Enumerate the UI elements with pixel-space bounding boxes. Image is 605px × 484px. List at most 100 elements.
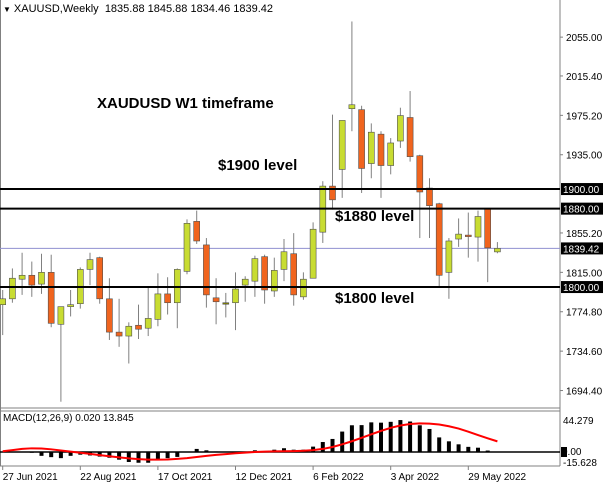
x-tick-label: 12 Dec 2021 [236,472,293,483]
macd-histogram-bar [39,451,44,456]
macd-histogram-bar [58,451,63,459]
macd-histogram-bar [388,421,393,452]
bid-price-tag-bg [561,242,603,255]
candle [0,289,7,336]
y-tick-label: 2015.40 [566,72,603,83]
candle-body [115,331,123,337]
macd-histogram-bar [495,451,500,453]
candle [338,120,346,198]
candle [435,202,443,288]
macd-histogram-bar [107,451,112,458]
macd-histogram-bar [282,448,286,452]
candle-body [270,270,278,292]
candle [232,272,239,331]
candle-body [464,234,472,237]
macd-histogram-bar [446,441,451,452]
candle-body [290,253,298,296]
macd-histogram-bar [320,442,325,452]
candle-body [377,133,385,166]
candle [270,257,278,297]
level-price-tag: 1800.00 [563,283,600,294]
candle-body [416,155,424,193]
x-tick-label: 3 Apr 2022 [391,472,440,483]
dropdown-triangle-icon[interactable]: ▼ [3,5,11,14]
y-tick-label: 2055.00 [566,33,603,44]
candle-body [280,251,288,270]
macd-histogram-bar [427,428,432,452]
candle [47,254,55,328]
macd-label: MACD(12,26,9) 0.020 13.845 [3,413,134,424]
candle-body [183,223,191,272]
annotation-1900: $1900 level [218,157,298,174]
macd-histogram-bar [0,451,5,453]
candle-body [144,318,152,329]
y-tick-label: 1975.20 [566,111,603,122]
y-tick-label: 1694.40 [566,387,603,398]
candle [280,239,288,282]
macd-histogram-bar [379,422,383,452]
macd-histogram-bar [117,451,122,460]
y-tick-label: 1935.00 [566,151,603,162]
candle [144,287,152,337]
candle [183,219,191,275]
macd-histogram-bar [136,451,141,463]
candle [474,210,482,262]
bid-price-tag: 1839.42 [563,244,600,255]
level-price-tag: 1900.00 [563,185,600,196]
candle [174,268,181,329]
candle-body [241,278,249,286]
macd-histogram-bar [175,451,180,457]
candle [212,278,220,325]
candle-body [125,325,133,337]
candle [125,322,133,364]
candle [387,138,395,175]
candle-body [484,208,492,249]
macd-histogram-bar [349,425,354,452]
macd-histogram-bar [49,451,54,458]
x-tick-label: 27 Jun 2021 [3,472,58,483]
candle [367,123,375,179]
candle [18,252,26,295]
candle-body [367,131,375,164]
candle-body [397,115,404,142]
candle [406,91,414,162]
macd-histogram-bar [408,421,413,452]
macd-histogram-bar [68,451,73,456]
candle [319,181,327,243]
chart-header: ▼ XAUUSD,Weekly 1835.88 1845.88 1834.46 1… [3,3,273,15]
macd-histogram-bar [417,425,422,452]
candle [290,233,298,306]
annotation-1880: $1880 level [335,208,415,225]
candle-body [0,298,7,305]
level-price-tag: 1880.00 [563,205,600,216]
candle [241,276,249,302]
candle-body [406,117,414,158]
macd-histogram-bar [185,451,189,453]
candle [193,210,200,244]
candle [96,256,103,304]
candle-body [67,304,74,307]
macd-histogram-bar [340,431,345,452]
macd-histogram-bar [10,451,15,453]
candle-body [193,221,200,242]
candle [115,298,123,347]
annotation-title: XAUDUSD W1 timeframe [97,95,274,112]
macd-histogram-bar [223,451,228,453]
macd-histogram-bar [330,438,335,452]
candle [348,21,356,132]
candle-body [348,104,356,109]
candle [445,238,453,299]
macd-histogram-bar [369,422,374,452]
candle-body [86,259,94,270]
y-tick-label: 1734.60 [566,347,603,358]
candle [135,304,142,339]
candle-body [57,306,65,325]
y-tick-label: 1774.80 [566,308,603,319]
candle-body [455,233,462,240]
macd-zero-tag-bg [561,446,567,457]
candle [86,252,94,286]
candle-body [212,297,220,303]
candle [484,208,492,283]
candle-body [135,324,142,330]
